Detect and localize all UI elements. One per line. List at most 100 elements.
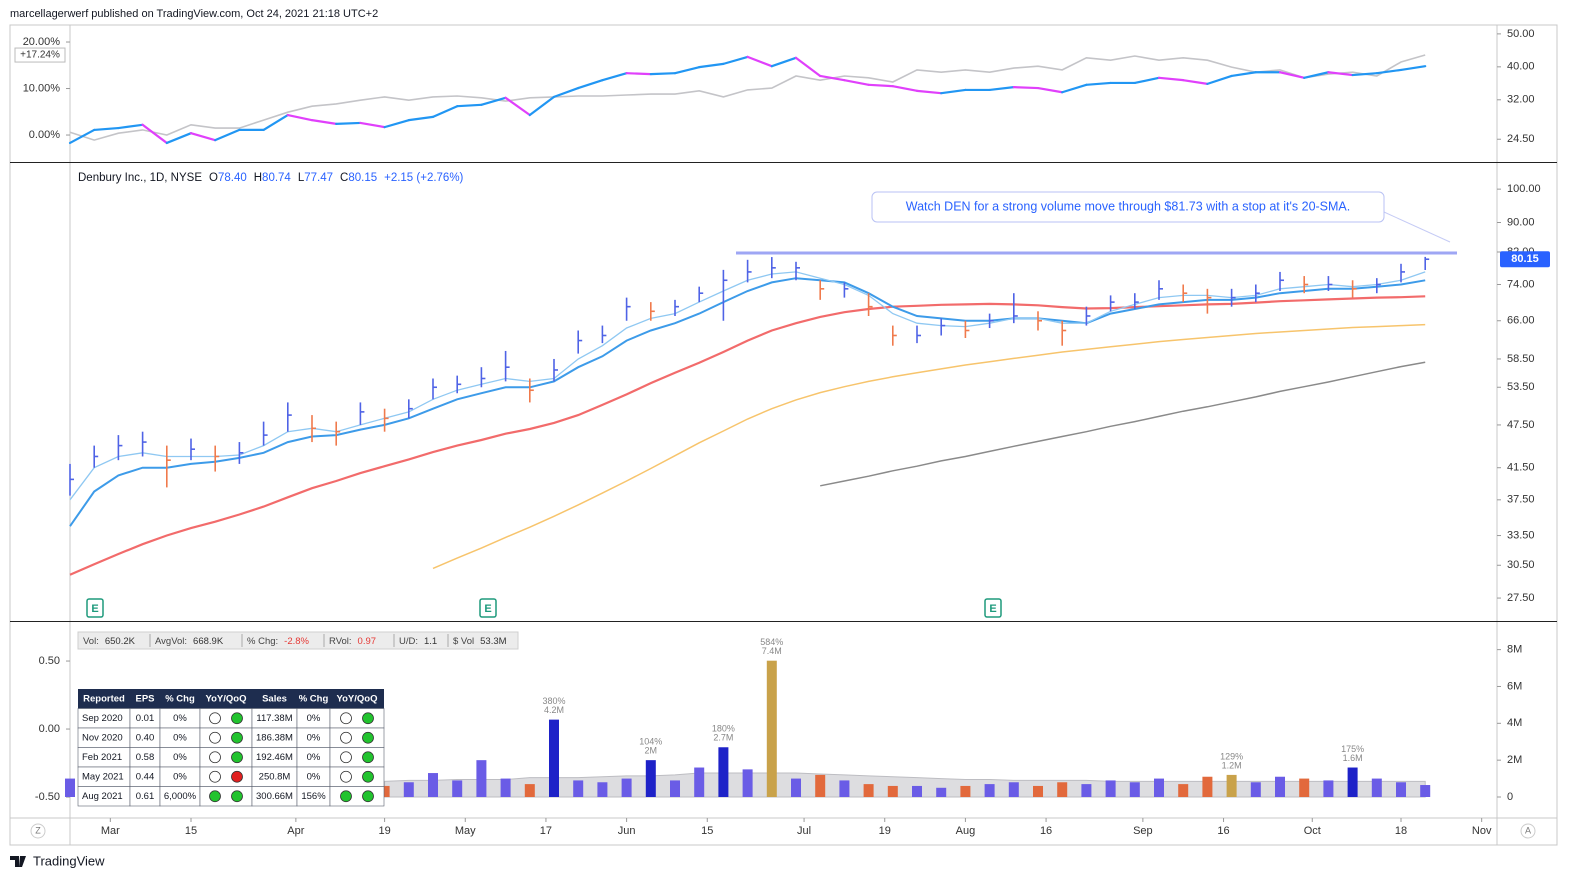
volume-bar bbox=[549, 719, 560, 797]
table-cell-text: 0.44 bbox=[136, 771, 155, 782]
rs-line-segment bbox=[1278, 71, 1306, 79]
volume-pct-label: 104% bbox=[639, 737, 662, 747]
rs-line-segment bbox=[407, 115, 435, 122]
volume-bar bbox=[815, 774, 826, 797]
rs-line-segment bbox=[141, 123, 168, 145]
table-header: Reported bbox=[83, 693, 125, 704]
table-header: Sales bbox=[262, 693, 287, 704]
rs-line-segment bbox=[480, 96, 507, 106]
stat: % Chg: -2.8% bbox=[247, 636, 310, 647]
stats-strip bbox=[77, 631, 519, 650]
table-cell-text: 0% bbox=[307, 771, 321, 782]
legend: Denbury Inc., 1D, NYSE O78.40 H80.74 L77.47… bbox=[78, 172, 464, 184]
table-cell bbox=[329, 786, 385, 807]
right-tick-label: 0 bbox=[1507, 791, 1513, 803]
stat-value: -2.8% bbox=[284, 636, 309, 647]
volume-bar bbox=[379, 785, 390, 797]
volume-value-label: 2.7M bbox=[713, 733, 733, 743]
rs-line-segment bbox=[359, 121, 386, 129]
z-label: Z bbox=[35, 825, 41, 835]
rs-line-segment bbox=[262, 113, 289, 132]
table-header: EPS bbox=[135, 693, 154, 704]
volume-bar bbox=[645, 760, 656, 797]
last-price-box bbox=[1500, 251, 1550, 268]
stat-value: 668.9K bbox=[193, 636, 224, 647]
rs-line-segment bbox=[165, 132, 193, 145]
earnings-label: E bbox=[989, 603, 996, 615]
comparison-line bbox=[69, 54, 1426, 141]
last-price: 80.15 bbox=[1511, 253, 1539, 265]
rs-line-segment bbox=[1085, 81, 1112, 86]
legend-part: H bbox=[254, 172, 262, 184]
rs-line-segment bbox=[988, 86, 1015, 92]
rs-line-segment bbox=[891, 85, 919, 92]
volume-bar bbox=[1299, 778, 1310, 797]
right-tick-label: 41.50 bbox=[1507, 462, 1535, 474]
rs-line-segment bbox=[310, 119, 338, 125]
earnings-icon[interactable] bbox=[86, 598, 104, 618]
rs-line-segment bbox=[456, 103, 483, 108]
x-tick-label: 16 bbox=[1217, 825, 1229, 837]
z-button[interactable] bbox=[30, 823, 46, 839]
status-dot bbox=[362, 751, 374, 764]
earnings-icon[interactable] bbox=[479, 598, 497, 618]
table-cell-text: 0.01 bbox=[136, 713, 155, 724]
volume-pct-label: 180% bbox=[712, 724, 735, 734]
volume-value-label: 1.6M bbox=[1343, 753, 1363, 763]
table-cell bbox=[329, 708, 385, 729]
status-dot bbox=[209, 731, 221, 744]
table-cell bbox=[329, 766, 385, 787]
x-tick-label: 18 bbox=[1395, 825, 1407, 837]
table-header: % Chg bbox=[165, 693, 195, 704]
volume-bar bbox=[791, 778, 802, 797]
x-tick-label: 19 bbox=[378, 825, 390, 837]
legend-part: O bbox=[209, 172, 218, 184]
volume-bar bbox=[984, 784, 995, 797]
rs-line-segment bbox=[746, 55, 773, 68]
x-tick-label: Sep bbox=[1133, 825, 1153, 837]
rs-line-segment bbox=[770, 56, 798, 68]
brand-logo bbox=[10, 856, 26, 867]
rs-line-segment bbox=[1133, 76, 1161, 85]
table-cell-text: 6,000% bbox=[164, 791, 197, 802]
stat: AvgVol: 668.9K bbox=[155, 636, 224, 647]
moving-average bbox=[820, 361, 1426, 487]
left-tick-label: -0.50 bbox=[35, 791, 60, 803]
x-tick-label: May bbox=[455, 825, 476, 837]
legend-part: +2.15 (+2.76%) bbox=[384, 172, 463, 184]
rs-line-segment bbox=[1012, 86, 1040, 90]
rs-line-segment bbox=[214, 128, 241, 142]
right-tick-label: 37.50 bbox=[1507, 494, 1535, 506]
auto-button[interactable] bbox=[1520, 823, 1536, 839]
rs-line-segment bbox=[68, 128, 96, 145]
callout-box bbox=[871, 191, 1385, 223]
earnings-markers: E E E bbox=[86, 598, 1002, 618]
rs-line-segment bbox=[1375, 68, 1403, 75]
volume-pct-label: 175% bbox=[1341, 744, 1364, 754]
rs-line-segment bbox=[625, 72, 652, 76]
rs-line-segment bbox=[819, 74, 846, 82]
average-volume-area bbox=[384, 772, 1426, 798]
volume-bar bbox=[65, 778, 75, 797]
status-dot bbox=[340, 712, 352, 725]
table-cell-text: 0% bbox=[307, 752, 321, 763]
status-dot bbox=[209, 712, 221, 725]
table-cell-text: Nov 2020 bbox=[82, 732, 123, 743]
table-cell-text: 0% bbox=[173, 771, 187, 782]
rs-line-segment bbox=[843, 79, 870, 86]
rs-line-segment bbox=[335, 121, 362, 125]
legend-part: Denbury Inc., 1D, NYSE bbox=[78, 172, 202, 184]
status-dot bbox=[209, 751, 221, 764]
volume-bar bbox=[1250, 782, 1261, 797]
x-tick-label: Mar bbox=[101, 825, 120, 837]
left-tick-label: 20.00% bbox=[23, 36, 61, 48]
volume-bar bbox=[1129, 782, 1140, 797]
volume-bar bbox=[1178, 784, 1189, 797]
earnings-icon[interactable] bbox=[984, 598, 1002, 618]
status-dot bbox=[362, 712, 374, 725]
callout-text: Watch DEN for a strong volume move throu… bbox=[906, 199, 1351, 213]
table-cell-text: 300.66M bbox=[256, 791, 293, 802]
volume-pct-label: 584% bbox=[760, 637, 783, 647]
